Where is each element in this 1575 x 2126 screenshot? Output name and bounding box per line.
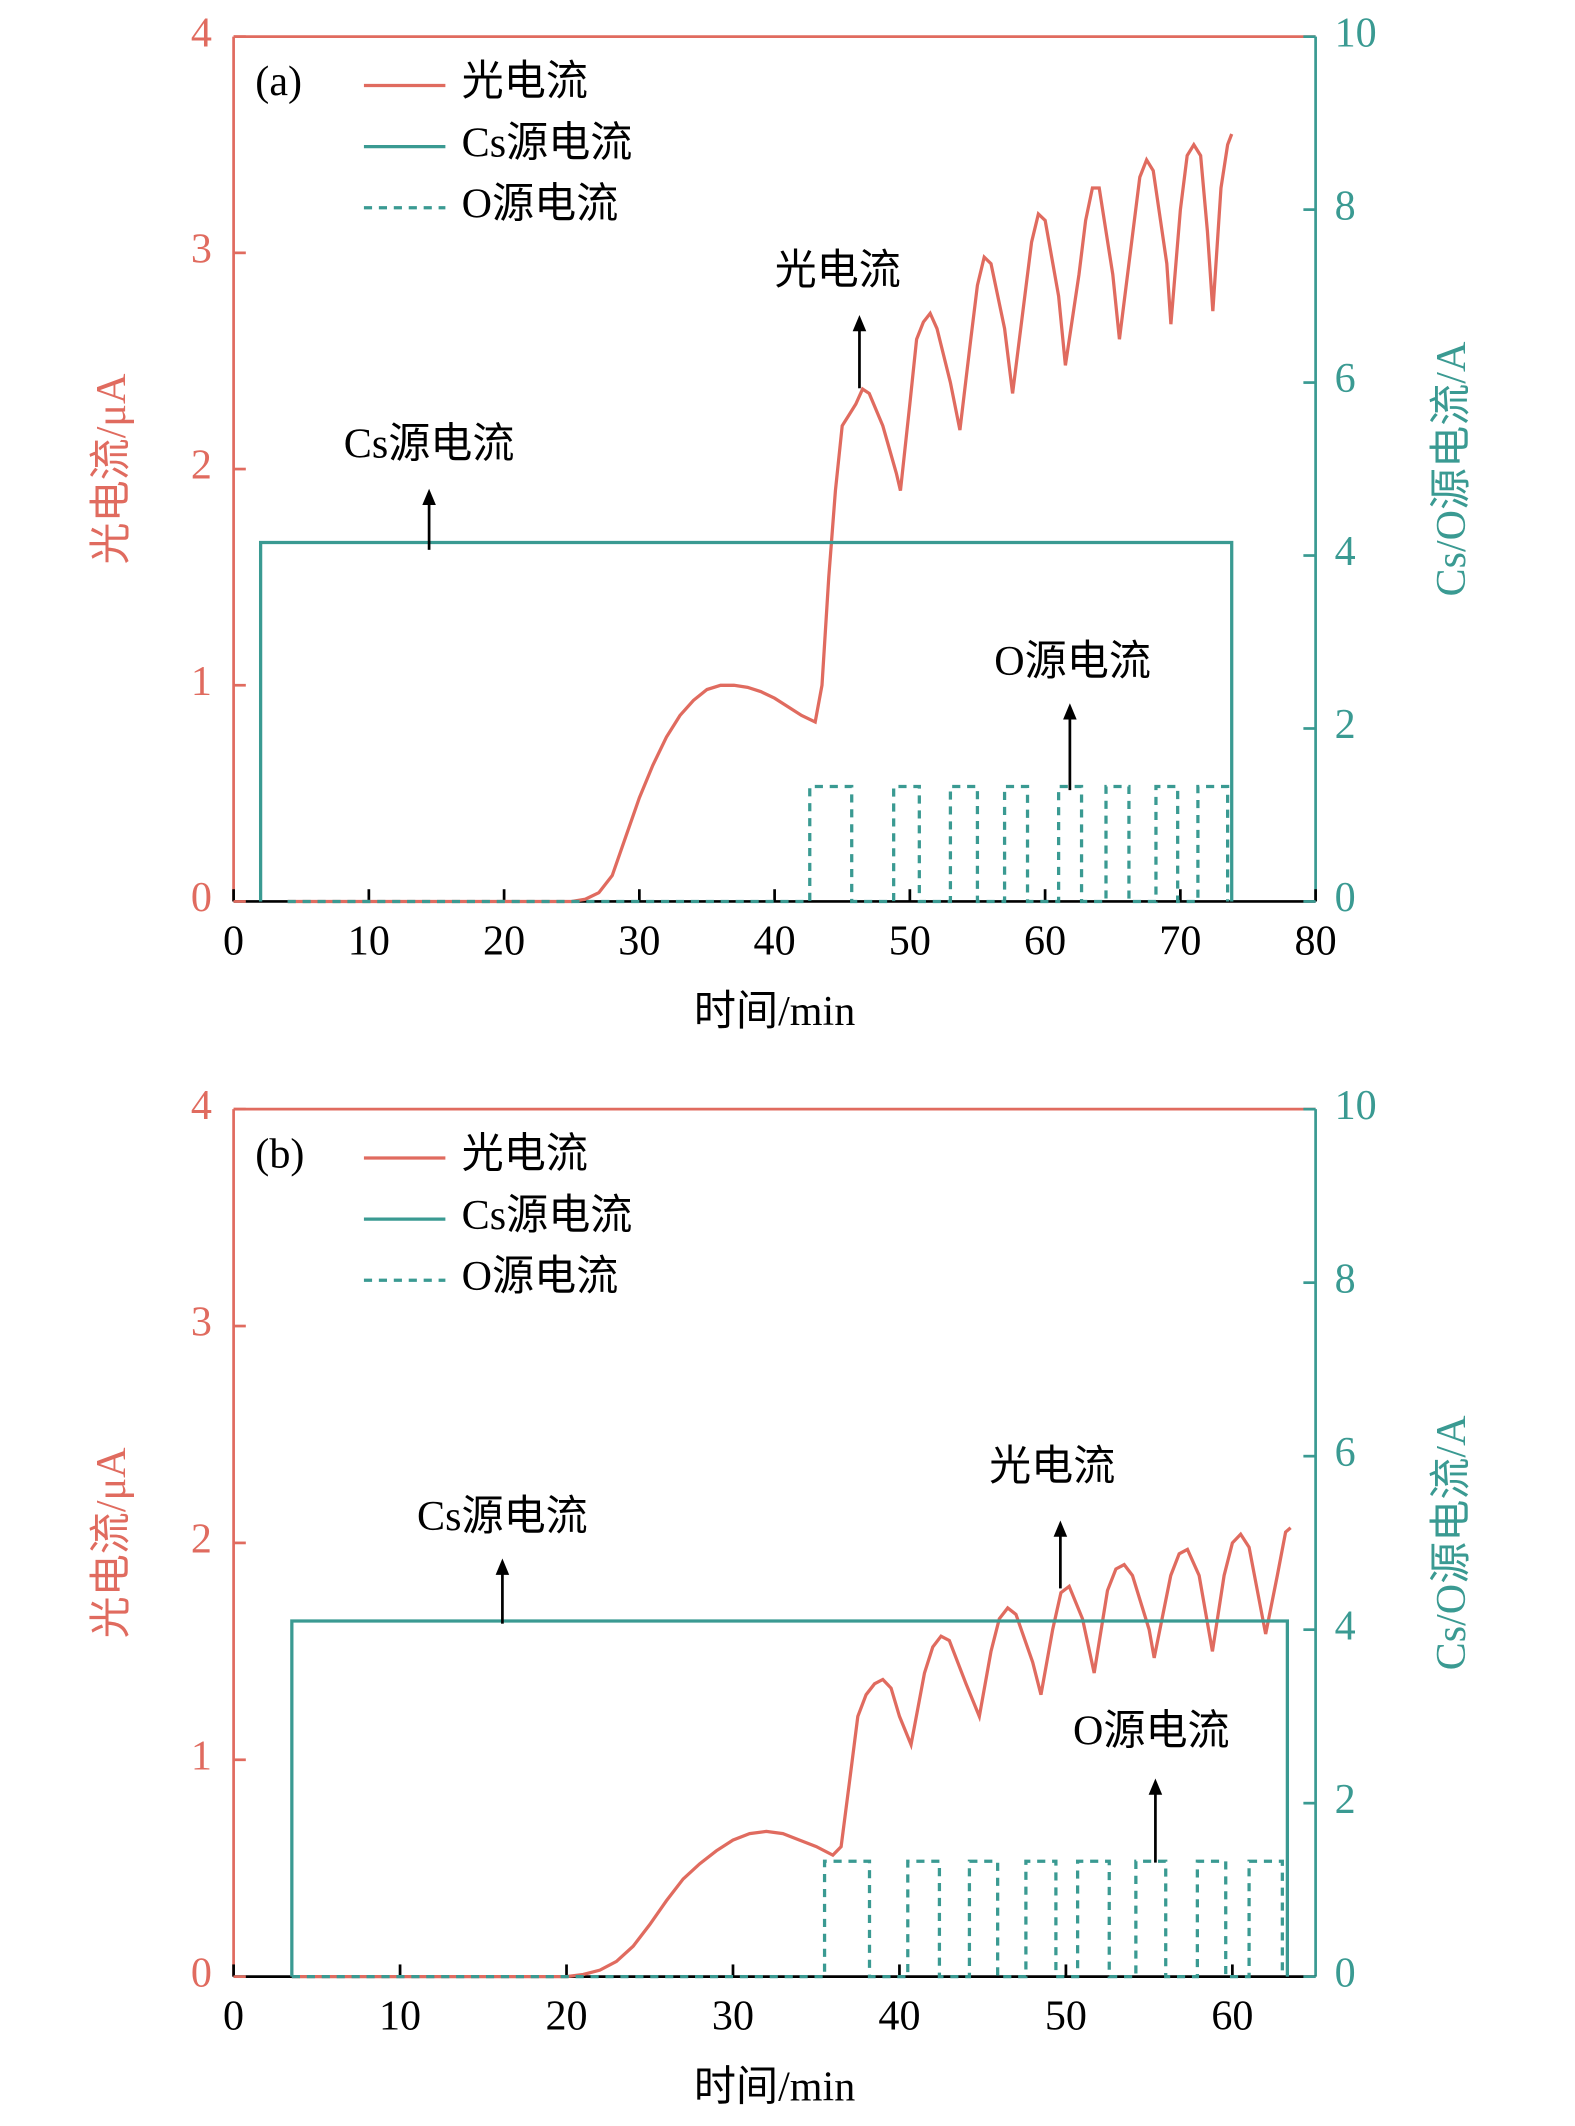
- legend-label: 光电流: [462, 59, 588, 105]
- legend-label: O源电流: [462, 181, 619, 227]
- arrow-head: [495, 1558, 510, 1575]
- x-tick-label: 50: [1045, 1994, 1087, 2040]
- y-axis-label: 光电流/μA: [89, 1447, 135, 1638]
- annotation: Cs源电流: [344, 422, 515, 468]
- y2-tick-label: 2: [1335, 1777, 1356, 1823]
- series-line: [291, 1526, 1292, 1979]
- legend-label: Cs源电流: [462, 1193, 633, 1239]
- y2-tick-label: 0: [1335, 1950, 1356, 1996]
- x-axis-label: 时间/min: [694, 989, 855, 1035]
- annotation: Cs源电流: [417, 1494, 588, 1540]
- x-tick-label: 40: [878, 1994, 920, 2040]
- x-tick-label: 60: [1024, 919, 1066, 965]
- y-tick-label: 4: [191, 10, 212, 56]
- panel-label: (a): [255, 59, 302, 105]
- y-tick-label: 1: [191, 659, 212, 705]
- annotation: O源电流: [994, 639, 1151, 685]
- x-tick-label: 10: [379, 1994, 421, 2040]
- arrow-head: [1063, 703, 1077, 720]
- x-tick-label: 0: [223, 919, 244, 965]
- y-tick-label: 4: [191, 1083, 212, 1129]
- series-line: [258, 540, 1234, 902]
- x-tick-label: 60: [1211, 1994, 1253, 2040]
- series-line: [291, 1859, 1284, 1979]
- x-tick-label: 40: [754, 919, 796, 965]
- legend-label: Cs源电流: [462, 120, 633, 166]
- arrow-head: [1148, 1778, 1163, 1795]
- y2-tick-label: 2: [1335, 702, 1356, 748]
- annotation: 光电流: [989, 1444, 1115, 1490]
- x-tick-label: 30: [618, 919, 660, 965]
- y-tick-label: 1: [191, 1733, 212, 1779]
- y-tick-label: 2: [191, 443, 212, 489]
- x-tick-label: 30: [712, 1994, 754, 2040]
- arrow-head: [422, 488, 436, 506]
- y-tick-label: 3: [191, 227, 212, 273]
- y2-tick-label: 6: [1335, 356, 1356, 402]
- y2-axis-label: Cs/O源电流/A: [1429, 341, 1475, 596]
- y-tick-label: 3: [191, 1300, 212, 1346]
- x-tick-label: 80: [1295, 919, 1337, 965]
- y2-tick-label: 4: [1335, 1603, 1356, 1649]
- x-axis-label: 时间/min: [694, 2064, 855, 2110]
- y-tick-label: 0: [191, 875, 212, 921]
- x-tick-label: 20: [483, 919, 525, 965]
- series-line: [287, 133, 1234, 904]
- y2-tick-label: 8: [1335, 1256, 1356, 1302]
- y-axis-label: 光电流/μA: [89, 373, 135, 564]
- series-line: [290, 1619, 1289, 1977]
- annotation: 光电流: [775, 248, 901, 294]
- legend-label: 光电流: [462, 1132, 588, 1178]
- y2-tick-label: 4: [1335, 529, 1356, 575]
- panel-label: (b): [255, 1132, 304, 1178]
- y2-axis-label: Cs/O源电流/A: [1429, 1415, 1475, 1670]
- y2-tick-label: 10: [1335, 1083, 1377, 1129]
- arrow-head: [1053, 1520, 1068, 1537]
- y2-tick-label: 8: [1335, 183, 1356, 229]
- y2-tick-label: 0: [1335, 875, 1356, 921]
- y2-tick-label: 6: [1335, 1430, 1356, 1476]
- x-tick-label: 0: [223, 1994, 244, 2040]
- y2-tick-label: 10: [1335, 10, 1377, 56]
- legend-label: O源电流: [462, 1254, 619, 1300]
- x-tick-label: 10: [348, 919, 390, 965]
- x-tick-label: 20: [545, 1994, 587, 2040]
- x-tick-label: 70: [1159, 919, 1201, 965]
- y-tick-label: 2: [191, 1517, 212, 1563]
- arrow-head: [852, 314, 867, 332]
- x-tick-label: 50: [889, 919, 931, 965]
- series-line: [287, 784, 1230, 904]
- y-tick-label: 0: [191, 1950, 212, 1996]
- annotation: O源电流: [1073, 1709, 1230, 1755]
